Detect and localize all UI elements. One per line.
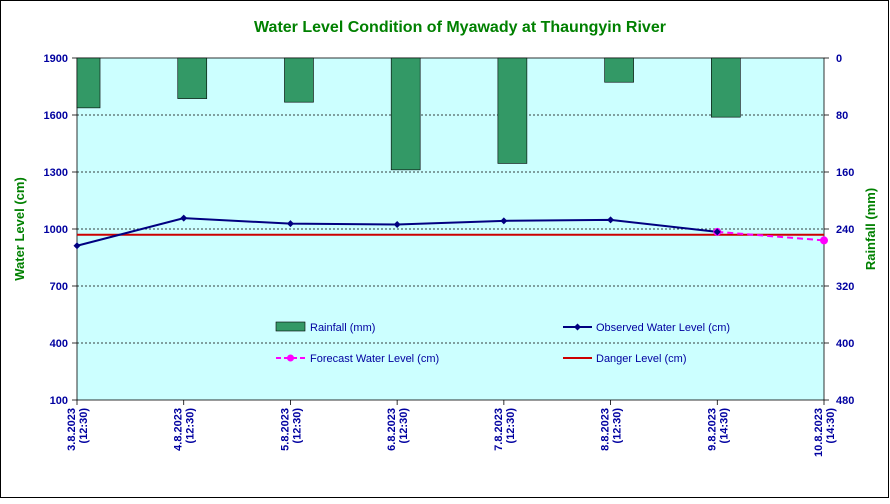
observed-point xyxy=(607,216,615,224)
x-tick-label-group: 9.8.2023 (14:30) xyxy=(706,408,730,451)
y2-axis-label: Rainfall (mm) xyxy=(863,188,878,270)
observed-point xyxy=(286,220,294,228)
axes: 1900160013001000700400100080160240320400… xyxy=(44,53,855,457)
y-tick-label: 400 xyxy=(50,338,68,350)
y2-tick-label: 160 xyxy=(836,167,854,179)
legend-forecast-label: Forecast Water Level (cm) xyxy=(310,353,439,365)
legend-forecast-marker xyxy=(287,354,294,362)
legend-observed-label: Observed Water Level (cm) xyxy=(596,322,730,334)
forecast-line xyxy=(717,230,825,242)
x-tick-label-group: 4.8.2023 (12:30) xyxy=(173,408,197,451)
x-tick-label-group: 10.8.2023 (14:30) xyxy=(813,408,837,457)
rainfall-bar xyxy=(177,57,208,99)
observed-point xyxy=(180,214,188,222)
x-tick-label-group: 3.8.2023 (12:30) xyxy=(66,408,90,451)
x-tick-label-date: 7.8.2023 xyxy=(493,408,505,451)
rainfall-bars xyxy=(76,57,741,171)
legend: Rainfall (mm) Observed Water Level (cm) … xyxy=(275,321,730,365)
y-axis-label: Water Level (cm) xyxy=(12,177,27,281)
x-tick-label-time: (14:30) xyxy=(718,408,730,444)
rainfall-bar xyxy=(390,57,421,171)
observed-point xyxy=(713,228,721,236)
x-tick-label-group: 7.8.2023 (12:30) xyxy=(493,408,517,451)
rainfall-bar xyxy=(711,57,741,118)
forecast-point xyxy=(820,236,828,245)
observed-point xyxy=(73,242,81,250)
x-tick-label-group: 6.8.2023 (12:30) xyxy=(386,408,410,451)
x-tick-label-time: (12:30) xyxy=(78,408,90,444)
y-tick-label: 700 xyxy=(50,281,68,293)
y2-tick-label: 320 xyxy=(836,281,854,293)
x-tick-label-date: 3.8.2023 xyxy=(66,408,78,451)
legend-observed-marker xyxy=(574,323,581,331)
y2-tick-label: 0 xyxy=(836,53,842,65)
x-tick-label-date: 4.8.2023 xyxy=(173,408,185,451)
water-level-lines xyxy=(73,214,828,250)
x-tick-label-time: (12:30) xyxy=(398,408,410,444)
y2-tick-label: 480 xyxy=(836,395,854,407)
grid-lines xyxy=(77,114,824,344)
x-tick-label-time: (12:30) xyxy=(185,408,197,444)
y-tick-label: 1300 xyxy=(44,167,68,179)
observed-point xyxy=(393,220,401,228)
legend-danger-label: Danger Level (cm) xyxy=(596,353,686,365)
y-tick-label: 100 xyxy=(50,395,68,407)
y2-tick-label: 400 xyxy=(836,338,854,350)
x-tick-label-date: 5.8.2023 xyxy=(279,408,291,451)
rainfall-bar xyxy=(284,57,314,103)
chart-title: Water Level Condition of Myawady at Thau… xyxy=(254,19,666,36)
y2-tick-label: 80 xyxy=(836,110,848,122)
legend-rainfall-label: Rainfall (mm) xyxy=(310,322,375,334)
rainfall-bar xyxy=(604,57,634,83)
x-tick-label-date: 6.8.2023 xyxy=(386,408,398,451)
x-tick-label-time: (12:30) xyxy=(505,408,517,444)
x-tick-label-time: (14:30) xyxy=(825,408,837,444)
x-tick-label-time: (12:30) xyxy=(612,408,624,444)
y-tick-label: 1000 xyxy=(44,224,68,236)
x-tick-label-time: (12:30) xyxy=(291,408,303,444)
x-tick-label-group: 8.8.2023 (12:30) xyxy=(600,408,624,451)
x-tick-label-group: 5.8.2023 (12:30) xyxy=(279,408,303,451)
rainfall-bar xyxy=(497,57,528,164)
x-tick-label-date: 10.8.2023 xyxy=(813,408,825,457)
x-tick-label-date: 9.8.2023 xyxy=(706,408,718,451)
legend-rainfall-swatch xyxy=(275,321,306,332)
x-tick-label-date: 8.8.2023 xyxy=(600,408,612,451)
y2-tick-label: 240 xyxy=(836,224,854,236)
y-tick-label: 1900 xyxy=(44,53,68,65)
y-tick-label: 1600 xyxy=(44,110,68,122)
rainfall-bar xyxy=(76,57,101,109)
observed-point xyxy=(500,217,508,225)
